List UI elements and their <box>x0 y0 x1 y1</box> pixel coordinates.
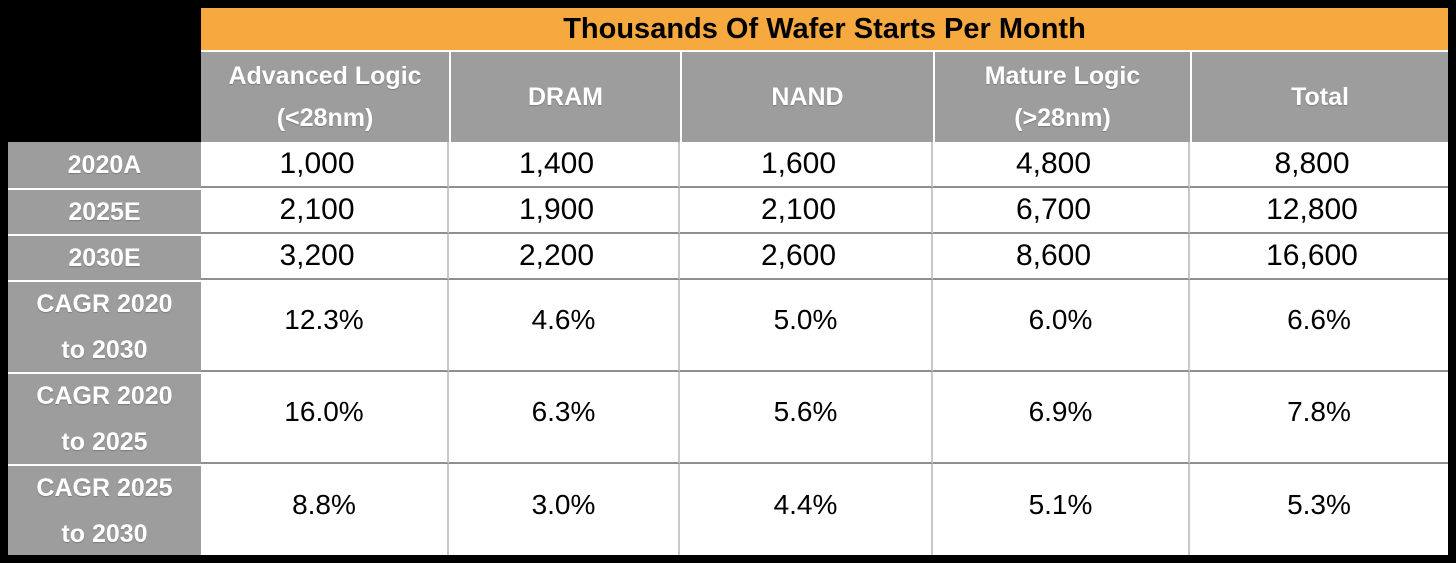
table-cell: 5.0% <box>680 280 933 372</box>
table-cell: 2,600 <box>680 234 933 280</box>
table-cell: 1,000 <box>201 142 449 188</box>
table-cell: 6,700 <box>933 188 1190 234</box>
table-cell: 12,800 <box>1190 188 1448 234</box>
table-cell: 8.8% <box>201 464 449 555</box>
table-cell: 6.3% <box>449 372 680 464</box>
row-label-2030e: 2030E <box>8 234 201 280</box>
row-label-cagr-2025-2030: CAGR 2025 to 2030 <box>8 464 201 555</box>
table-cell: 1,900 <box>449 188 680 234</box>
col-header-nand: NAND <box>680 52 933 142</box>
table-cell: 6.0% <box>933 280 1190 372</box>
table-cell: 3.0% <box>449 464 680 555</box>
table-cell: 7.8% <box>1190 372 1448 464</box>
table-cell: 1,600 <box>680 142 933 188</box>
table-cell: 3,200 <box>201 234 449 280</box>
table-cell: 2,200 <box>449 234 680 280</box>
table-cell: 16.0% <box>201 372 449 464</box>
table-cell: 4,800 <box>933 142 1190 188</box>
col-header-total: Total <box>1190 52 1448 142</box>
table-cell: 2,100 <box>680 188 933 234</box>
col-header-mature-logic: Mature Logic (>28nm) <box>933 52 1190 142</box>
table-cell: 4.6% <box>449 280 680 372</box>
table-cell: 6.6% <box>1190 280 1448 372</box>
table-title: Thousands Of Wafer Starts Per Month <box>201 8 1448 52</box>
table-cell: 12.3% <box>201 280 449 372</box>
row-label-cagr-2020-2025: CAGR 2020 to 2025 <box>8 372 201 464</box>
table-cell: 16,600 <box>1190 234 1448 280</box>
wafer-starts-table: Thousands Of Wafer Starts Per Month Adva… <box>8 8 1448 555</box>
table-cell: 2,100 <box>201 188 449 234</box>
table-cell: 5.3% <box>1190 464 1448 555</box>
row-label-2025e: 2025E <box>8 188 201 234</box>
table-cell: 4.4% <box>680 464 933 555</box>
row-label-cagr-2020-2030: CAGR 2020 to 2030 <box>8 280 201 372</box>
row-label-2020a: 2020A <box>8 142 201 188</box>
col-header-advanced-logic: Advanced Logic (<28nm) <box>201 52 449 142</box>
col-header-dram: DRAM <box>449 52 680 142</box>
table-cell: 1,400 <box>449 142 680 188</box>
table-cell: 6.9% <box>933 372 1190 464</box>
table-cell: 8,800 <box>1190 142 1448 188</box>
corner-spacer <box>8 8 201 142</box>
table-cell: 5.6% <box>680 372 933 464</box>
table-cell: 8,600 <box>933 234 1190 280</box>
table-cell: 5.1% <box>933 464 1190 555</box>
